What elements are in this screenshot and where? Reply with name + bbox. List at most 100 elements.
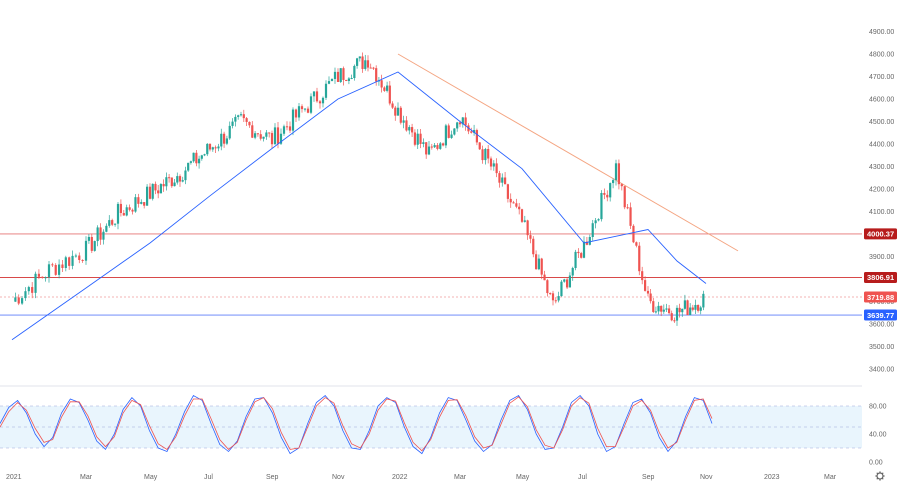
candle-body (520, 209, 524, 222)
candle-body (657, 305, 660, 312)
candle-body (251, 125, 254, 138)
candle-body (288, 126, 292, 131)
candle-body (68, 257, 71, 266)
y-tick-label: 4900.00 (869, 29, 894, 36)
y-tick-label: 4400.00 (869, 142, 894, 149)
oscillator-k-line (0, 394, 713, 455)
candle-body (580, 253, 583, 258)
candle-body (617, 163, 621, 185)
gear-icon-tooth (876, 477, 879, 480)
y-tick-label: 3400.00 (869, 367, 894, 374)
candle-body (568, 275, 572, 288)
candle-body (686, 300, 689, 316)
candle-body (427, 146, 431, 155)
candle-body (170, 177, 173, 187)
trendline-layer (397, 53, 739, 252)
candle-body (626, 207, 629, 209)
candle-body (629, 207, 632, 226)
x-tick-label: May (144, 474, 158, 481)
candle-body (339, 68, 342, 82)
candle-body (537, 258, 541, 270)
candle-body (242, 114, 245, 119)
candle-body (366, 60, 370, 68)
candle-body (159, 184, 163, 194)
candle-body (285, 126, 289, 128)
candle-body (148, 186, 152, 199)
resistance-trendline (397, 53, 739, 252)
candle-body (176, 176, 179, 183)
candle-body (321, 97, 325, 104)
candle-body (206, 143, 209, 155)
candle-body (27, 287, 30, 292)
candle-body (165, 177, 168, 187)
candle-body (472, 130, 476, 133)
candle-body (534, 254, 538, 270)
candle-body (200, 155, 203, 159)
candle-body (137, 197, 140, 204)
candle-body (375, 68, 378, 82)
candle-body (342, 68, 345, 80)
candle-body (256, 133, 260, 135)
candle-body (173, 182, 176, 187)
price-badge (864, 271, 897, 283)
candle-body (167, 177, 171, 179)
candle-body (691, 307, 694, 310)
y-tick-label: 3600.00 (869, 322, 894, 329)
candle-body (24, 291, 27, 299)
candle-body (99, 227, 102, 240)
time-axis[interactable]: 2021 Mar May Jul Sep Nov 2022 Mar May Jul Sep Nov 20… (6, 474, 837, 481)
x-tick-label: Mar (454, 474, 467, 481)
candle-body (297, 106, 301, 118)
y-tick-label: 4500.00 (869, 119, 894, 126)
oscillator-tick-label: 80.00 (869, 404, 887, 411)
candle-body (419, 133, 422, 144)
candle-body (248, 121, 251, 126)
candles-layer (14, 52, 705, 326)
candle-body (588, 237, 591, 245)
candle-body (585, 241, 589, 245)
candle-body (609, 183, 612, 198)
candle-body (90, 236, 93, 251)
candle-body (641, 271, 644, 281)
candle-body (231, 121, 234, 126)
candle-body (433, 145, 436, 148)
price-badges: 4000.37 3806.91 3719.88 3639.77 (864, 228, 897, 321)
candle-body (154, 183, 157, 191)
candle-body (157, 190, 160, 194)
candle-body (470, 131, 473, 133)
candle-body (632, 225, 635, 243)
x-tick-label: Jul (204, 474, 213, 481)
price-badge (864, 228, 897, 240)
price-axis[interactable]: 4900.00 4800.00 4700.00 4600.00 4500.00 4400.… (869, 29, 894, 374)
candle-body (523, 220, 526, 222)
candle-body (540, 258, 543, 275)
settings-button[interactable] (875, 471, 885, 481)
x-tick-label: Sep (266, 474, 279, 481)
candle-body (702, 293, 705, 308)
gear-icon-tooth (876, 472, 879, 475)
candle-body (464, 117, 467, 126)
candle-body (195, 152, 198, 164)
candle-body (402, 120, 405, 123)
candle-body (475, 130, 479, 143)
moving-average-line (11, 71, 707, 341)
candle-body (529, 235, 532, 239)
candle-body (638, 245, 641, 272)
candle-body (14, 297, 17, 302)
candle-body (358, 56, 361, 59)
candle-body (364, 60, 367, 69)
candle-body (450, 134, 453, 138)
candle-body (606, 194, 609, 198)
candle-body (439, 143, 442, 149)
candle-body (694, 304, 697, 310)
candle-body (416, 133, 419, 145)
candle-body (353, 65, 356, 79)
candle-body (456, 122, 459, 129)
candle-body (518, 206, 521, 210)
candle-body (554, 300, 557, 302)
candle-body (646, 290, 650, 294)
candle-body (125, 207, 128, 216)
x-tick-label: May (516, 474, 530, 481)
